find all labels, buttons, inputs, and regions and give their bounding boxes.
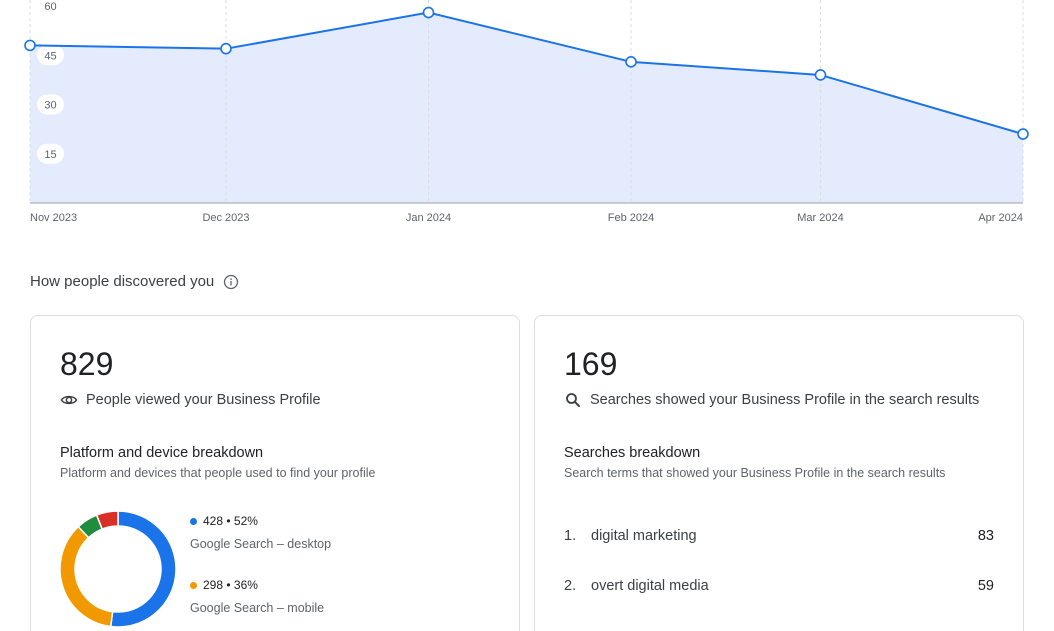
searches-count: 169	[564, 346, 618, 382]
search-term-rank: 1.	[564, 528, 577, 544]
search-term-text: overt digital media	[591, 578, 709, 594]
y-tick-label: 15	[44, 149, 56, 161]
chart-point	[814, 69, 827, 81]
legend-item-desktop: 428 • 52% Google Search – desktop	[190, 514, 331, 551]
search-term-row[interactable]: 1. digital marketing 83	[564, 528, 994, 544]
y-tick-label: 60	[44, 1, 56, 13]
search-term-text: digital marketing	[591, 528, 697, 544]
donut-slice[interactable]	[95, 510, 119, 530]
searches-card: 169 Searches showed your Business Profil…	[534, 315, 1024, 631]
discovery-title-text: How people discovered you	[30, 273, 215, 290]
info-icon[interactable]	[223, 274, 239, 290]
platform-donut-chart	[59, 510, 177, 628]
searches-description: Searches showed your Business Profile in…	[590, 392, 980, 408]
chart-point	[24, 39, 36, 52]
chart-series-line	[29, 11, 1024, 136]
search-icon	[564, 391, 582, 409]
eye-icon	[60, 391, 78, 409]
chart-point	[1017, 128, 1029, 140]
search-term-count: 83	[977, 528, 994, 544]
views-count: 829	[60, 346, 114, 382]
chart-point	[422, 6, 435, 19]
chart-area-fill	[30, 12, 1023, 204]
x-tick-label: Mar 2024	[797, 212, 843, 224]
views-over-time-chart: 15 30 45 60 Nov 2023 Dec 2023 Jan 2024 Feb 2024…	[0, 0, 1054, 230]
views-description: People viewed your Business Profile	[86, 392, 321, 408]
legend-stat-mobile: 298 • 36%	[203, 578, 258, 592]
legend-label-desktop: Google Search – desktop	[190, 537, 332, 551]
chart-point	[220, 42, 232, 55]
searches-metric-line: Searches showed your Business Profile in…	[564, 391, 979, 409]
legend-item-mobile: 298 • 36% Google Search – mobile	[190, 578, 324, 615]
x-tick-label: Jan 2024	[406, 212, 451, 224]
y-tick-pill	[37, 143, 64, 164]
donut-slice[interactable]	[59, 525, 114, 628]
x-tick-label: Feb 2024	[608, 212, 654, 224]
chart-svg: 15 30 45 60 Nov 2023 Dec 2023 Jan 2024 Feb 2024…	[24, 0, 1029, 224]
y-tick-label: 30	[44, 100, 56, 112]
searches-breakdown-description: Search terms that showed your Business P…	[564, 466, 946, 480]
x-tick-label: Nov 2023	[30, 212, 77, 224]
views-metric-line: People viewed your Business Profile	[60, 391, 321, 409]
platform-breakdown-description: Platform and devices that people used to…	[60, 466, 376, 480]
x-tick-label: Apr 2024	[978, 212, 1023, 224]
chart-point	[625, 56, 637, 68]
x-tick-label: Dec 2023	[202, 212, 249, 224]
search-term-rank: 2.	[564, 578, 577, 594]
platform-breakdown-title: Platform and device breakdown	[60, 445, 264, 461]
y-tick-pill	[37, 45, 64, 66]
donut-slice[interactable]	[109, 510, 177, 628]
legend-stat-desktop: 428 • 52%	[203, 514, 258, 528]
legend-dot-desktop	[190, 517, 197, 525]
search-term-count: 59	[977, 578, 994, 594]
profile-views-card: 829 People viewed your Business Profile …	[30, 315, 520, 631]
search-term-row[interactable]: 2. overt digital media 59	[564, 578, 994, 594]
legend-dot-mobile	[190, 581, 197, 589]
y-tick-label: 45	[44, 50, 56, 62]
legend-label-mobile: Google Search – mobile	[190, 601, 325, 615]
searches-breakdown-title: Searches breakdown	[564, 445, 701, 461]
y-tick-pill	[37, 94, 64, 115]
discovery-section-title: How people discovered you	[30, 273, 239, 290]
